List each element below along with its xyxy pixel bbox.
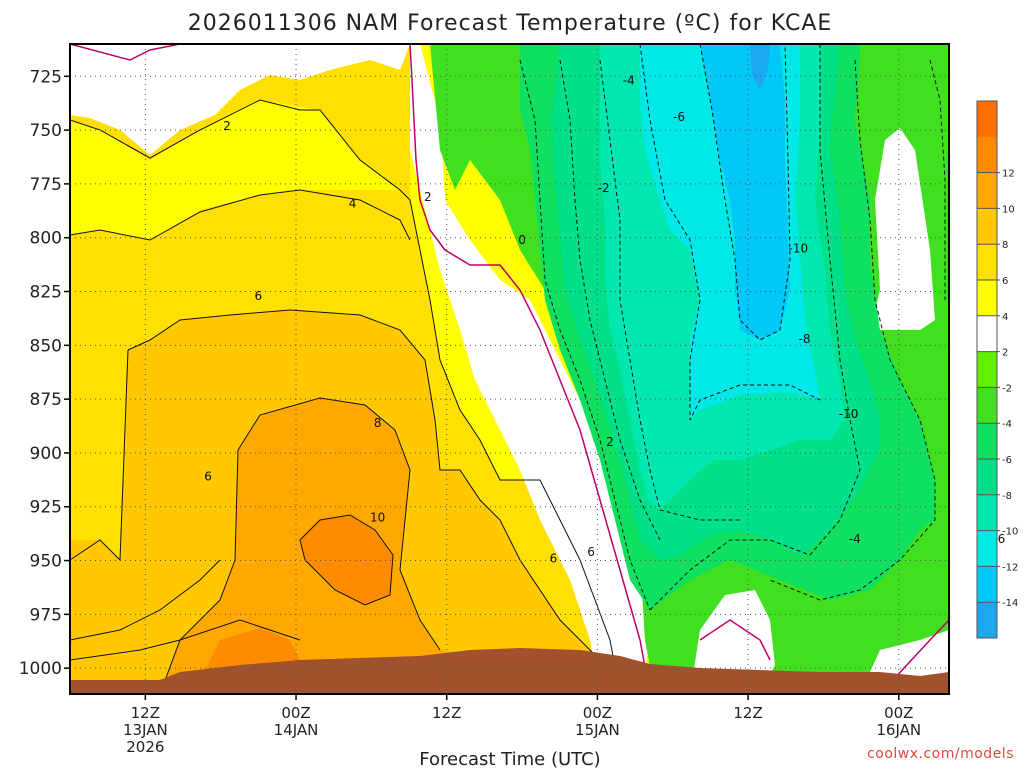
colorbar-swatch — [977, 351, 997, 388]
y-tick-label: 775 — [30, 175, 62, 195]
contour-label: 10 — [370, 511, 385, 525]
colorbar-label: 4 — [1002, 312, 1008, 323]
colorbar-label: -10 — [1002, 527, 1018, 538]
negative-contours — [519, 44, 946, 611]
colorbar-swatch — [977, 494, 997, 532]
colorbar-swatch — [977, 208, 997, 245]
colorbar-label: 10 — [1002, 204, 1015, 215]
x-tick-label: 12Z — [131, 704, 160, 722]
credit-text: coolwx.com/models — [867, 746, 1014, 762]
y-tick-label: 925 — [30, 498, 62, 518]
colorbar-label: -2 — [1002, 383, 1012, 394]
terrain — [70, 648, 949, 694]
fill-band-10-12 — [200, 515, 393, 680]
colorbar-swatch — [977, 530, 997, 567]
colorbar-swatch — [977, 423, 997, 460]
colorbar-frame — [976, 100, 998, 639]
colorbar-swatch — [977, 101, 997, 138]
contour-label: -6 — [993, 532, 1005, 546]
plot-frame — [69, 43, 950, 695]
y-tick-label: 725 — [30, 67, 62, 87]
x-tick-label: 13JAN — [123, 721, 168, 739]
x-tick-label: 00Z — [884, 704, 913, 722]
contour-label: 6 — [255, 289, 263, 303]
colorbar-swatch — [977, 566, 997, 603]
fill-band-white-corridor — [410, 44, 655, 694]
contour-label: -10 — [839, 407, 859, 421]
contour-label: 8 — [374, 416, 382, 430]
contour-label: 0 — [518, 233, 526, 247]
contour-label: -10 — [789, 241, 809, 255]
colorbar-label: 6 — [1002, 276, 1008, 287]
colorbar-label: 2 — [1002, 348, 1008, 359]
contour-label: 6 — [587, 545, 595, 559]
contour-lines — [70, 99, 621, 694]
contour-label: 2 — [424, 190, 432, 204]
colorbar-swatch — [977, 172, 997, 209]
x-tick-label: 2026 — [126, 738, 164, 756]
colorbar-label: -14 — [1002, 598, 1018, 609]
contour-label: 6 — [550, 551, 558, 565]
colorbar: -14 -12 -10 -8 -6 -4 -2 2 4 6 8 10 12 — [976, 100, 1018, 639]
y-tick-label: 825 — [30, 283, 62, 303]
colorbar-swatch — [977, 136, 997, 174]
chart-title: 2026011306 NAM Forecast Temperature (ºC)… — [188, 11, 833, 36]
fill-band-white-lowerright — [690, 128, 949, 694]
contour-label: 4 — [349, 196, 357, 210]
plot-area — [70, 44, 949, 694]
colorbar-label: 8 — [1002, 240, 1008, 251]
x-tick-label: 12Z — [733, 704, 762, 722]
fill-band-minus14-minus16 — [750, 44, 770, 90]
contour-label: 2 — [223, 119, 231, 133]
colorbar-label: -6 — [1002, 455, 1012, 466]
x-tick-label: 16JAN — [876, 721, 921, 739]
colorbar-label: -4 — [1002, 419, 1012, 430]
colorbar-swatch — [977, 602, 997, 639]
y-tick-label: 975 — [30, 605, 62, 625]
colorbar-swatch — [977, 280, 997, 317]
contour-label: 6 — [204, 470, 212, 484]
y-tick-label: 950 — [30, 552, 62, 572]
contour-label: -8 — [799, 332, 811, 346]
contour-label: -6 — [673, 110, 685, 124]
y-tick-label: 750 — [30, 121, 62, 141]
contour-labels: -4 -6 -2 2 4 2 0 -10 6 -8 -10 8 2 6 10 -4 -6 6 6 — [204, 74, 1005, 566]
fill-band-white-topleft — [70, 44, 410, 155]
x-tick-label: 12Z — [432, 704, 461, 722]
colorbar-swatch — [977, 244, 997, 281]
x-tick-label: 00Z — [583, 704, 612, 722]
colorbar-label: -8 — [1002, 491, 1012, 502]
contour-label: -4 — [849, 532, 861, 546]
colorbar-swatch — [977, 459, 997, 496]
y-axis: 725 750 775 800 825 850 875 900 925 950 975 1000 — [19, 67, 70, 679]
x-tick-label: 15JAN — [575, 721, 620, 739]
y-tick-label: 1000 — [19, 659, 62, 679]
x-tick-label: 14JAN — [274, 721, 319, 739]
x-axis-label: Forecast Time (UTC) — [419, 749, 600, 768]
colorbar-swatch — [977, 387, 997, 424]
contour-label: -4 — [623, 74, 635, 88]
colorbar-label: 12 — [1002, 169, 1015, 180]
y-tick-label: 900 — [30, 444, 62, 464]
grid — [70, 44, 949, 694]
y-tick-label: 875 — [30, 390, 62, 410]
y-tick-label: 800 — [30, 229, 62, 249]
colorbar-label: -12 — [1002, 562, 1018, 573]
colorbar-swatch — [977, 315, 997, 353]
fill-band-minus12-minus14 — [700, 44, 790, 340]
contour-label: 2 — [606, 435, 614, 449]
y-tick-label: 850 — [30, 336, 62, 356]
contour-label: -2 — [598, 181, 610, 195]
x-tick-label: 00Z — [281, 704, 310, 722]
